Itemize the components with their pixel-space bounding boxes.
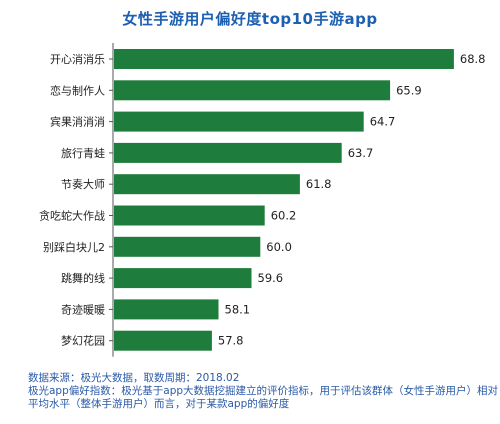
- bar: [114, 49, 454, 69]
- value-label: 60.0: [266, 240, 292, 254]
- category-label: 奇迹暖暖: [61, 303, 105, 316]
- bar: [114, 111, 364, 132]
- category-label: 别踩白块儿2: [43, 240, 105, 254]
- chart-title: 女性手游用户偏好度top10手游app: [122, 10, 378, 28]
- definition-note-continued: 平均水平（整体手游用户）而言，对于某款app的偏好度: [28, 398, 290, 410]
- category-label: 贪吃蛇大作战: [39, 209, 105, 223]
- bar: [114, 205, 265, 226]
- category-label: 宾果消消消: [50, 115, 105, 129]
- category-label: 旅行青蛙: [61, 146, 105, 160]
- value-label: 58.1: [225, 302, 251, 316]
- category-label: 梦幻花园: [61, 335, 105, 348]
- source-note: 数据来源：极光大数据，取数周期：2018.02: [28, 372, 240, 384]
- value-label: 65.9: [396, 83, 422, 97]
- category-label: 恋与制作人: [50, 83, 105, 97]
- bar: [114, 80, 391, 101]
- value-label: 63.7: [348, 146, 374, 160]
- value-label: 61.8: [306, 177, 332, 191]
- definition-note: 极光app偏好指数：极光基于app大数据挖掘建立的评价指标，用于评估该群体（女性…: [28, 385, 499, 397]
- bar: [114, 236, 261, 257]
- bar: [114, 299, 219, 320]
- value-label: 60.2: [271, 209, 297, 223]
- category-label: 节奏大师: [61, 177, 105, 191]
- category-label: 跳舞的线: [61, 271, 105, 285]
- chart-footer: 数据来源：极光大数据，取数周期：2018.02 极光app偏好指数：极光基于ap…: [28, 372, 499, 411]
- bar: [114, 268, 252, 289]
- value-label: 64.7: [370, 115, 396, 129]
- category-label: 开心消消乐: [50, 52, 105, 66]
- bar: [114, 174, 300, 195]
- value-label: 59.6: [258, 271, 284, 285]
- bar: [114, 142, 342, 163]
- value-label: 57.8: [218, 334, 244, 348]
- value-label: 68.8: [460, 52, 486, 66]
- bar: [114, 330, 212, 351]
